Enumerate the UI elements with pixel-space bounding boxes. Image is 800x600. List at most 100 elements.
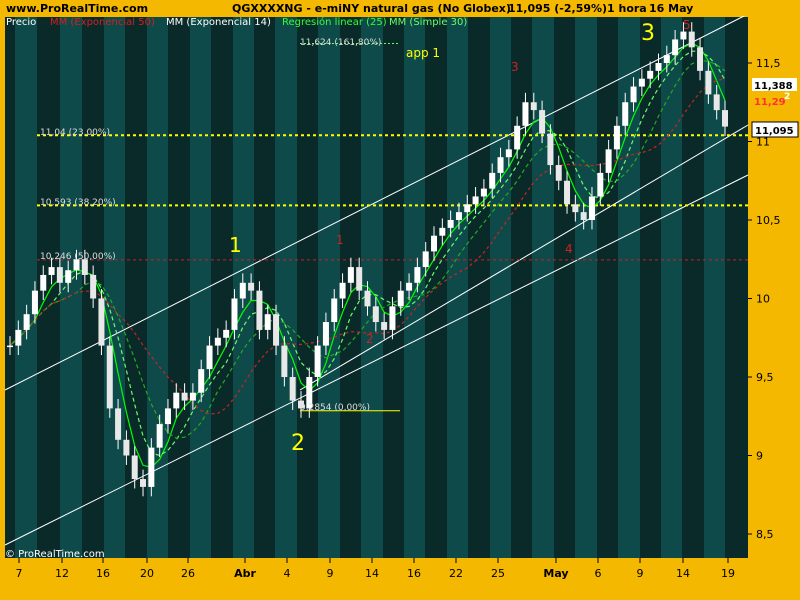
candle-body — [123, 439, 130, 456]
candle-body — [322, 322, 329, 346]
x-tick-label: 14 — [365, 567, 379, 580]
candle-body — [480, 188, 487, 197]
x-tick-label: 19 — [721, 567, 735, 580]
candle-body — [464, 204, 471, 213]
time-band — [682, 17, 704, 558]
candle-body — [530, 102, 537, 111]
candle-body — [688, 31, 695, 48]
candle-body — [231, 298, 238, 330]
candle-body — [389, 306, 396, 330]
candle-body — [514, 125, 521, 150]
time-band — [147, 17, 168, 558]
candle-body — [547, 133, 554, 166]
candle-body — [414, 267, 421, 283]
candle-body — [406, 282, 413, 291]
copyright: © ProRealTime.com — [5, 549, 105, 560]
candle-body — [422, 251, 429, 268]
price-box-2-text: 11,29 — [754, 97, 786, 108]
fib-label-38: 10,593 (38,20%) — [40, 198, 116, 208]
candle-body — [455, 212, 462, 220]
candle-body — [140, 479, 147, 487]
channel-upper-line — [4, 13, 749, 391]
time-band — [468, 17, 490, 558]
x-tick-label: 26 — [181, 567, 195, 580]
candle-body — [131, 455, 138, 480]
candle-body — [564, 180, 571, 205]
candle-body — [206, 345, 213, 370]
legend-price: Precio — [6, 17, 36, 28]
ema14-line — [9, 59, 726, 439]
title-bar: www.ProRealTime.com QGXXXXNG - e-miNY na… — [0, 0, 800, 16]
x-tick-label: 9 — [327, 567, 334, 580]
candle-body — [447, 220, 454, 228]
subwave-label-1: 1 — [336, 233, 344, 247]
y-tick-label: 9 — [756, 450, 763, 463]
time-band — [125, 17, 147, 558]
candle-body — [588, 196, 595, 220]
x-tick-label: Abr — [234, 567, 256, 580]
candle-body — [397, 290, 404, 307]
candle-body — [15, 329, 22, 346]
candle-body — [713, 94, 720, 111]
candle-body — [306, 377, 313, 409]
candle-body — [630, 86, 637, 103]
time-band — [361, 17, 383, 558]
candle-body — [439, 227, 446, 236]
candle-body — [289, 377, 296, 401]
candle-body — [297, 400, 304, 409]
subwave-label-2: 2 — [366, 332, 374, 346]
candle-body — [31, 290, 38, 315]
x-tick-label: 16 — [96, 567, 110, 580]
time-band — [318, 17, 340, 558]
x-tick-label: 14 — [676, 567, 690, 580]
candle-body — [198, 369, 205, 393]
wave-label-3: 3 — [641, 21, 655, 46]
candle-body — [663, 55, 670, 63]
price-box-1-suffix: 2 — [784, 92, 790, 102]
price-box-1-text: 11,388 — [754, 81, 793, 92]
candle-body — [572, 204, 579, 213]
annotation-app1: app 1 — [406, 46, 440, 60]
candle-body — [431, 235, 438, 252]
candle-body — [364, 290, 371, 307]
time-band — [575, 17, 597, 558]
x-tick-label: 7 — [16, 567, 23, 580]
time-band — [297, 17, 318, 558]
candle-body — [705, 70, 712, 95]
time-band — [725, 17, 748, 558]
candle-body — [539, 110, 546, 134]
time-band — [211, 17, 233, 558]
fibonacci-levels — [37, 43, 748, 412]
candle-body — [613, 125, 620, 150]
header-date: 16 May — [649, 2, 694, 15]
site-name[interactable]: www.ProRealTime.com — [6, 2, 149, 15]
trend-channel — [4, 13, 749, 546]
candle-body — [73, 259, 80, 271]
candle-body — [314, 345, 321, 377]
time-bands — [5, 17, 748, 558]
y-tick-label: 11 — [756, 136, 770, 149]
time-band — [618, 17, 640, 558]
candle-body — [331, 298, 338, 323]
time-band — [404, 17, 425, 558]
subwave-label-4: 4 — [565, 242, 573, 256]
candle-body — [181, 392, 188, 401]
candle-body — [522, 102, 529, 126]
y-tick-label: 9,5 — [756, 371, 774, 384]
candle-body — [622, 102, 629, 126]
candle-body — [497, 157, 504, 173]
candle-body — [273, 314, 280, 346]
instrument-name: QGXXXXNG - e-miNY natural gas (No Globex… — [232, 2, 511, 15]
candle-body — [115, 408, 122, 440]
candle-body — [48, 267, 55, 275]
x-tick-label: 9 — [637, 567, 644, 580]
candle-body — [23, 314, 30, 330]
time-band — [190, 17, 211, 558]
time-band — [60, 17, 82, 558]
candle-body — [40, 274, 47, 291]
legend-linreg: Regresión linear (25) — [282, 16, 387, 28]
time-band — [447, 17, 468, 558]
candle-body — [264, 314, 271, 330]
candle-body — [647, 70, 654, 79]
